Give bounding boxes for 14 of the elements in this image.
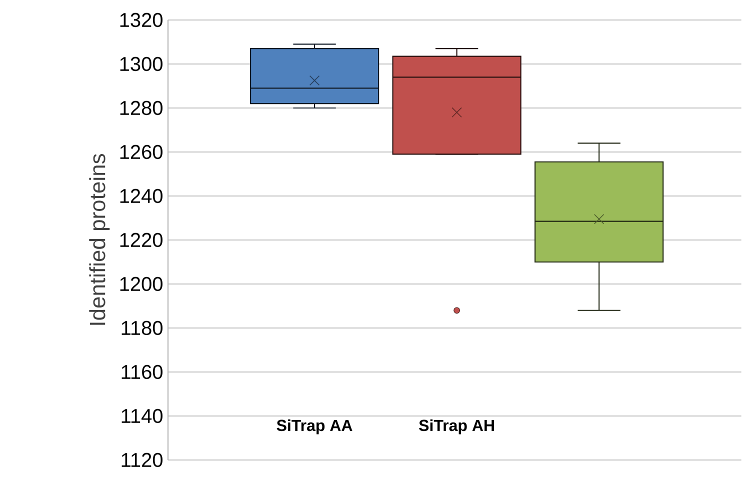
x-tick-label: SiTrap AH [419,419,494,434]
y-tick-label: 1200 [120,276,162,292]
y-tick-label: 1240 [120,188,162,204]
y-tick-label: 1260 [120,144,162,160]
y-tick-label: 1160 [122,364,162,380]
y-tick-label: 1300 [120,56,162,72]
y-tick-label: 1320 [120,12,162,28]
y-tick-label: 1220 [120,232,162,248]
y-axis-title: Identified proteins [89,154,110,325]
y-tick-label: 1280 [120,100,162,116]
y-tick-label: 1120 [122,452,162,468]
y-tick-label: 1140 [122,408,162,424]
x-tick-label: SiTrap AA [276,419,352,434]
y-tick-label: 1180 [122,320,162,336]
